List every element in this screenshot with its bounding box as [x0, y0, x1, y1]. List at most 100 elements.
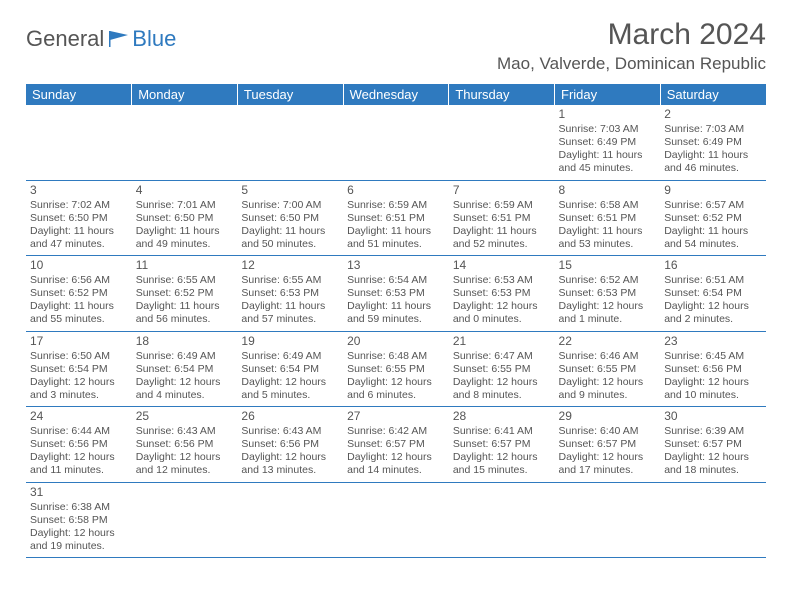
calendar-cell — [343, 105, 449, 180]
day-number: 26 — [241, 409, 339, 424]
day-number: 18 — [136, 334, 234, 349]
day-header-row: Sunday Monday Tuesday Wednesday Thursday… — [26, 84, 766, 105]
calendar-cell: 25Sunrise: 6:43 AMSunset: 6:56 PMDayligh… — [132, 407, 238, 483]
sunset-text: Sunset: 6:56 PM — [664, 363, 762, 376]
day-number: 28 — [453, 409, 551, 424]
daylight-text: Daylight: 11 hours and 45 minutes. — [559, 149, 657, 175]
daylight-text: Daylight: 12 hours and 9 minutes. — [559, 376, 657, 402]
sunrise-text: Sunrise: 6:45 AM — [664, 350, 762, 363]
day-header: Friday — [555, 84, 661, 105]
sunrise-text: Sunrise: 7:03 AM — [559, 123, 657, 136]
daylight-text: Daylight: 12 hours and 19 minutes. — [30, 527, 128, 553]
sunrise-text: Sunrise: 6:52 AM — [559, 274, 657, 287]
logo-text-blue: Blue — [132, 26, 176, 52]
calendar-cell — [132, 482, 238, 558]
sunset-text: Sunset: 6:54 PM — [136, 363, 234, 376]
sunset-text: Sunset: 6:54 PM — [664, 287, 762, 300]
sunrise-text: Sunrise: 7:02 AM — [30, 199, 128, 212]
sunset-text: Sunset: 6:50 PM — [241, 212, 339, 225]
calendar-cell: 4Sunrise: 7:01 AMSunset: 6:50 PMDaylight… — [132, 180, 238, 256]
sunrise-text: Sunrise: 6:58 AM — [559, 199, 657, 212]
calendar-week-row: 31Sunrise: 6:38 AMSunset: 6:58 PMDayligh… — [26, 482, 766, 558]
calendar-cell: 6Sunrise: 6:59 AMSunset: 6:51 PMDaylight… — [343, 180, 449, 256]
sunrise-text: Sunrise: 6:44 AM — [30, 425, 128, 438]
day-number: 15 — [559, 258, 657, 273]
calendar-cell — [132, 105, 238, 180]
day-header: Wednesday — [343, 84, 449, 105]
sunset-text: Sunset: 6:52 PM — [136, 287, 234, 300]
sunset-text: Sunset: 6:58 PM — [30, 514, 128, 527]
sunrise-text: Sunrise: 6:38 AM — [30, 501, 128, 514]
day-number: 3 — [30, 183, 128, 198]
month-title: March 2024 — [497, 18, 766, 52]
sunrise-text: Sunrise: 6:47 AM — [453, 350, 551, 363]
daylight-text: Daylight: 11 hours and 55 minutes. — [30, 300, 128, 326]
sunrise-text: Sunrise: 6:51 AM — [664, 274, 762, 287]
sunset-text: Sunset: 6:51 PM — [453, 212, 551, 225]
sunrise-text: Sunrise: 6:53 AM — [453, 274, 551, 287]
daylight-text: Daylight: 11 hours and 59 minutes. — [347, 300, 445, 326]
calendar-cell: 23Sunrise: 6:45 AMSunset: 6:56 PMDayligh… — [660, 331, 766, 407]
day-number: 9 — [664, 183, 762, 198]
day-number: 8 — [559, 183, 657, 198]
sunset-text: Sunset: 6:56 PM — [30, 438, 128, 451]
calendar-cell: 11Sunrise: 6:55 AMSunset: 6:52 PMDayligh… — [132, 256, 238, 332]
sunset-text: Sunset: 6:54 PM — [30, 363, 128, 376]
sunrise-text: Sunrise: 6:43 AM — [241, 425, 339, 438]
day-number: 29 — [559, 409, 657, 424]
sunset-text: Sunset: 6:51 PM — [347, 212, 445, 225]
day-number: 13 — [347, 258, 445, 273]
logo-text-general: General — [26, 26, 104, 52]
sunset-text: Sunset: 6:50 PM — [30, 212, 128, 225]
day-number: 5 — [241, 183, 339, 198]
daylight-text: Daylight: 12 hours and 15 minutes. — [453, 451, 551, 477]
calendar-table: Sunday Monday Tuesday Wednesday Thursday… — [26, 84, 766, 558]
calendar-cell: 20Sunrise: 6:48 AMSunset: 6:55 PMDayligh… — [343, 331, 449, 407]
calendar-cell — [449, 105, 555, 180]
day-number: 4 — [136, 183, 234, 198]
daylight-text: Daylight: 11 hours and 50 minutes. — [241, 225, 339, 251]
sunset-text: Sunset: 6:55 PM — [559, 363, 657, 376]
sunset-text: Sunset: 6:53 PM — [347, 287, 445, 300]
sunrise-text: Sunrise: 6:59 AM — [453, 199, 551, 212]
day-header: Tuesday — [237, 84, 343, 105]
daylight-text: Daylight: 12 hours and 12 minutes. — [136, 451, 234, 477]
daylight-text: Daylight: 12 hours and 1 minute. — [559, 300, 657, 326]
calendar-cell: 19Sunrise: 6:49 AMSunset: 6:54 PMDayligh… — [237, 331, 343, 407]
calendar-cell — [26, 105, 132, 180]
logo-flag-icon — [108, 30, 130, 48]
sunrise-text: Sunrise: 6:59 AM — [347, 199, 445, 212]
calendar-cell: 2Sunrise: 7:03 AMSunset: 6:49 PMDaylight… — [660, 105, 766, 180]
sunset-text: Sunset: 6:56 PM — [136, 438, 234, 451]
calendar-cell: 12Sunrise: 6:55 AMSunset: 6:53 PMDayligh… — [237, 256, 343, 332]
day-header: Sunday — [26, 84, 132, 105]
day-number: 22 — [559, 334, 657, 349]
daylight-text: Daylight: 12 hours and 17 minutes. — [559, 451, 657, 477]
day-number: 17 — [30, 334, 128, 349]
day-number: 21 — [453, 334, 551, 349]
sunset-text: Sunset: 6:49 PM — [664, 136, 762, 149]
daylight-text: Daylight: 11 hours and 52 minutes. — [453, 225, 551, 251]
calendar-cell: 7Sunrise: 6:59 AMSunset: 6:51 PMDaylight… — [449, 180, 555, 256]
sunrise-text: Sunrise: 6:49 AM — [136, 350, 234, 363]
calendar-cell: 14Sunrise: 6:53 AMSunset: 6:53 PMDayligh… — [449, 256, 555, 332]
sunrise-text: Sunrise: 6:40 AM — [559, 425, 657, 438]
calendar-cell — [660, 482, 766, 558]
sunrise-text: Sunrise: 6:39 AM — [664, 425, 762, 438]
daylight-text: Daylight: 11 hours and 56 minutes. — [136, 300, 234, 326]
sunset-text: Sunset: 6:53 PM — [559, 287, 657, 300]
sunrise-text: Sunrise: 6:54 AM — [347, 274, 445, 287]
daylight-text: Daylight: 12 hours and 14 minutes. — [347, 451, 445, 477]
sunrise-text: Sunrise: 6:55 AM — [241, 274, 339, 287]
calendar-cell — [555, 482, 661, 558]
calendar-week-row: 24Sunrise: 6:44 AMSunset: 6:56 PMDayligh… — [26, 407, 766, 483]
sunset-text: Sunset: 6:57 PM — [453, 438, 551, 451]
day-number: 19 — [241, 334, 339, 349]
sunrise-text: Sunrise: 6:50 AM — [30, 350, 128, 363]
sunset-text: Sunset: 6:54 PM — [241, 363, 339, 376]
sunset-text: Sunset: 6:53 PM — [453, 287, 551, 300]
calendar-cell — [237, 482, 343, 558]
calendar-cell: 9Sunrise: 6:57 AMSunset: 6:52 PMDaylight… — [660, 180, 766, 256]
day-number: 12 — [241, 258, 339, 273]
day-number: 30 — [664, 409, 762, 424]
